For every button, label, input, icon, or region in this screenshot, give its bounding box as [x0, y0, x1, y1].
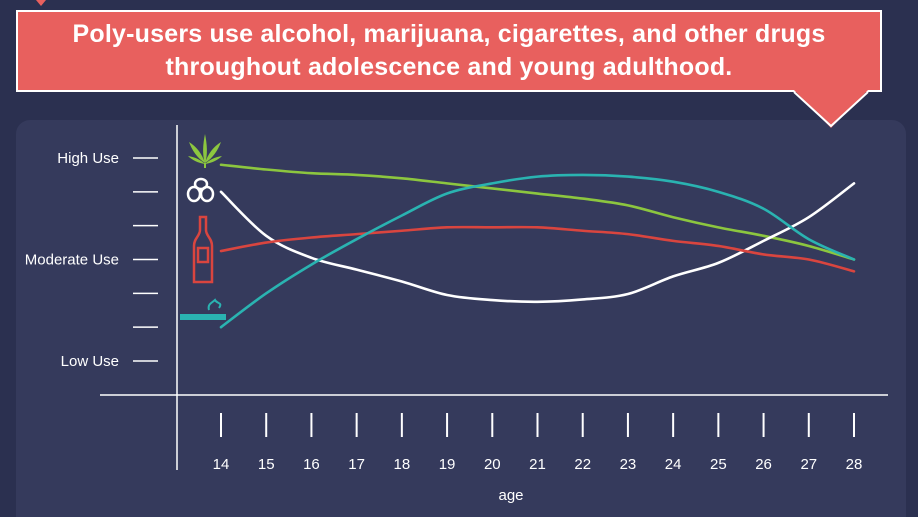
series-lines: [219, 163, 856, 329]
x-tick-label: 23: [620, 456, 637, 473]
x-tick-label: 19: [439, 456, 456, 473]
x-tick-label: 18: [394, 456, 411, 473]
cigarette-icon: [180, 298, 226, 320]
y-tick-label: Moderate Use: [25, 252, 119, 269]
headline-line-2: throughout adolescence and young adultho…: [165, 53, 733, 81]
x-tick-label: 16: [303, 456, 320, 473]
y-tick-label: Low Use: [61, 353, 119, 370]
series-icons: [180, 134, 226, 320]
x-tick-label: 15: [258, 456, 275, 473]
x-tick-label: 27: [800, 456, 817, 473]
x-tick-label: 20: [484, 456, 501, 473]
x-tick-label: 24: [665, 456, 682, 473]
series-line-3: [219, 173, 856, 329]
headline-line-1: Poly-users use alcohol, marijuana, cigar…: [72, 20, 826, 48]
series-line-0: [219, 163, 856, 261]
pills-icon: [186, 177, 215, 203]
x-tick-label: 14: [213, 456, 230, 473]
x-tick-label: 25: [710, 456, 727, 473]
y-axis: High Use Moderate Use Low Use: [25, 125, 178, 470]
headline-text: Poly-users use alcohol, marijuana, cigar…: [73, 18, 826, 84]
x-tick-label: 17: [348, 456, 365, 473]
x-tick-label: 26: [755, 456, 772, 473]
series-line-1: [219, 182, 856, 304]
series-line-2: [219, 225, 856, 273]
x-axis: 14 15 16 17 18 19 20 21 22 23 24 25 26 27 28 age: [100, 394, 888, 504]
x-tick-label: 22: [574, 456, 591, 473]
x-tick-label: 28: [846, 456, 863, 473]
beer-bottle-icon: [192, 215, 214, 284]
x-axis-label: age: [498, 487, 523, 504]
headline-banner: Poly-users use alcohol, marijuana, cigar…: [16, 10, 882, 92]
marijuana-leaf-icon: [188, 134, 222, 168]
x-tick-label: 21: [529, 456, 546, 473]
y-tick-label: High Use: [57, 150, 119, 167]
